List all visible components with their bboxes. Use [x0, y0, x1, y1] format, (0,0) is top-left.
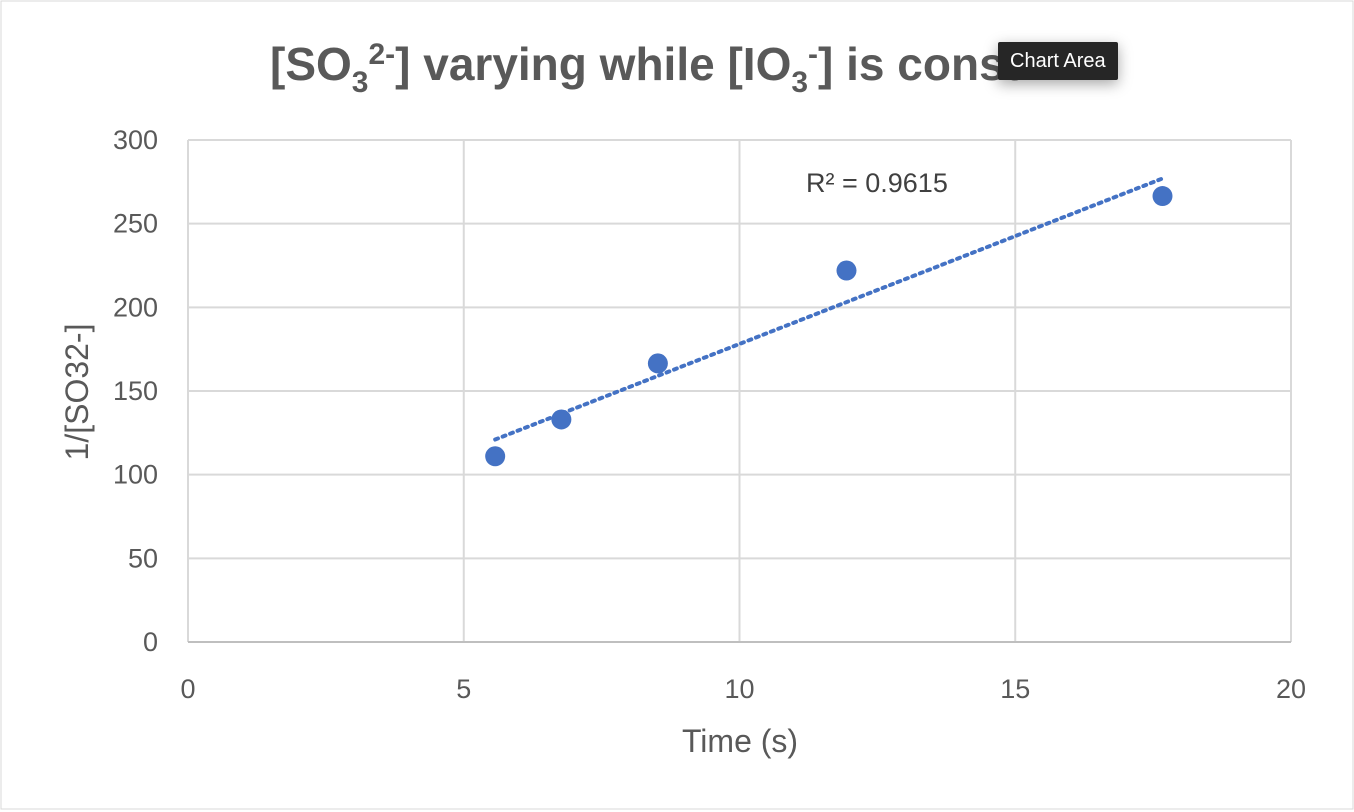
- r-squared-label[interactable]: R² = 0.9615: [806, 168, 948, 198]
- data-point[interactable]: [647, 353, 668, 374]
- trendline[interactable]: [493, 176, 1165, 442]
- data-point[interactable]: [1152, 186, 1173, 207]
- y-tick-label: 200: [113, 292, 158, 322]
- chart-title: [SO32-] varying while [IO3-] is const: [270, 38, 1020, 99]
- data-point[interactable]: [551, 409, 572, 430]
- y-axis-title[interactable]: 1/[SO32-]: [59, 324, 95, 461]
- trendline-group[interactable]: [493, 176, 1165, 442]
- chart-area-tooltip: Chart Area: [998, 42, 1118, 80]
- x-tick-label: 5: [456, 674, 471, 704]
- x-axis-title[interactable]: Time (s): [682, 723, 798, 759]
- y-tick-label: 100: [113, 460, 158, 490]
- y-tick-label: 250: [113, 209, 158, 239]
- x-tick-label: 10: [724, 674, 754, 704]
- y-tick-labels: 0 50 100 150 200 250 300: [113, 125, 158, 657]
- x-tick-label: 20: [1276, 674, 1306, 704]
- axes: [187, 140, 1291, 643]
- data-point[interactable]: [485, 446, 506, 467]
- y-tick-label: 50: [128, 543, 158, 573]
- x-tick-label: 15: [1000, 674, 1030, 704]
- y-tick-label: 300: [113, 125, 158, 155]
- data-point[interactable]: [836, 260, 857, 281]
- data-points[interactable]: [485, 186, 1173, 467]
- y-tick-label: 150: [113, 376, 158, 406]
- y-tick-label: 0: [143, 627, 158, 657]
- x-tick-labels: 0 5 10 15 20: [180, 674, 1306, 704]
- gridlines: [188, 139, 1292, 642]
- x-tick-label: 0: [180, 674, 195, 704]
